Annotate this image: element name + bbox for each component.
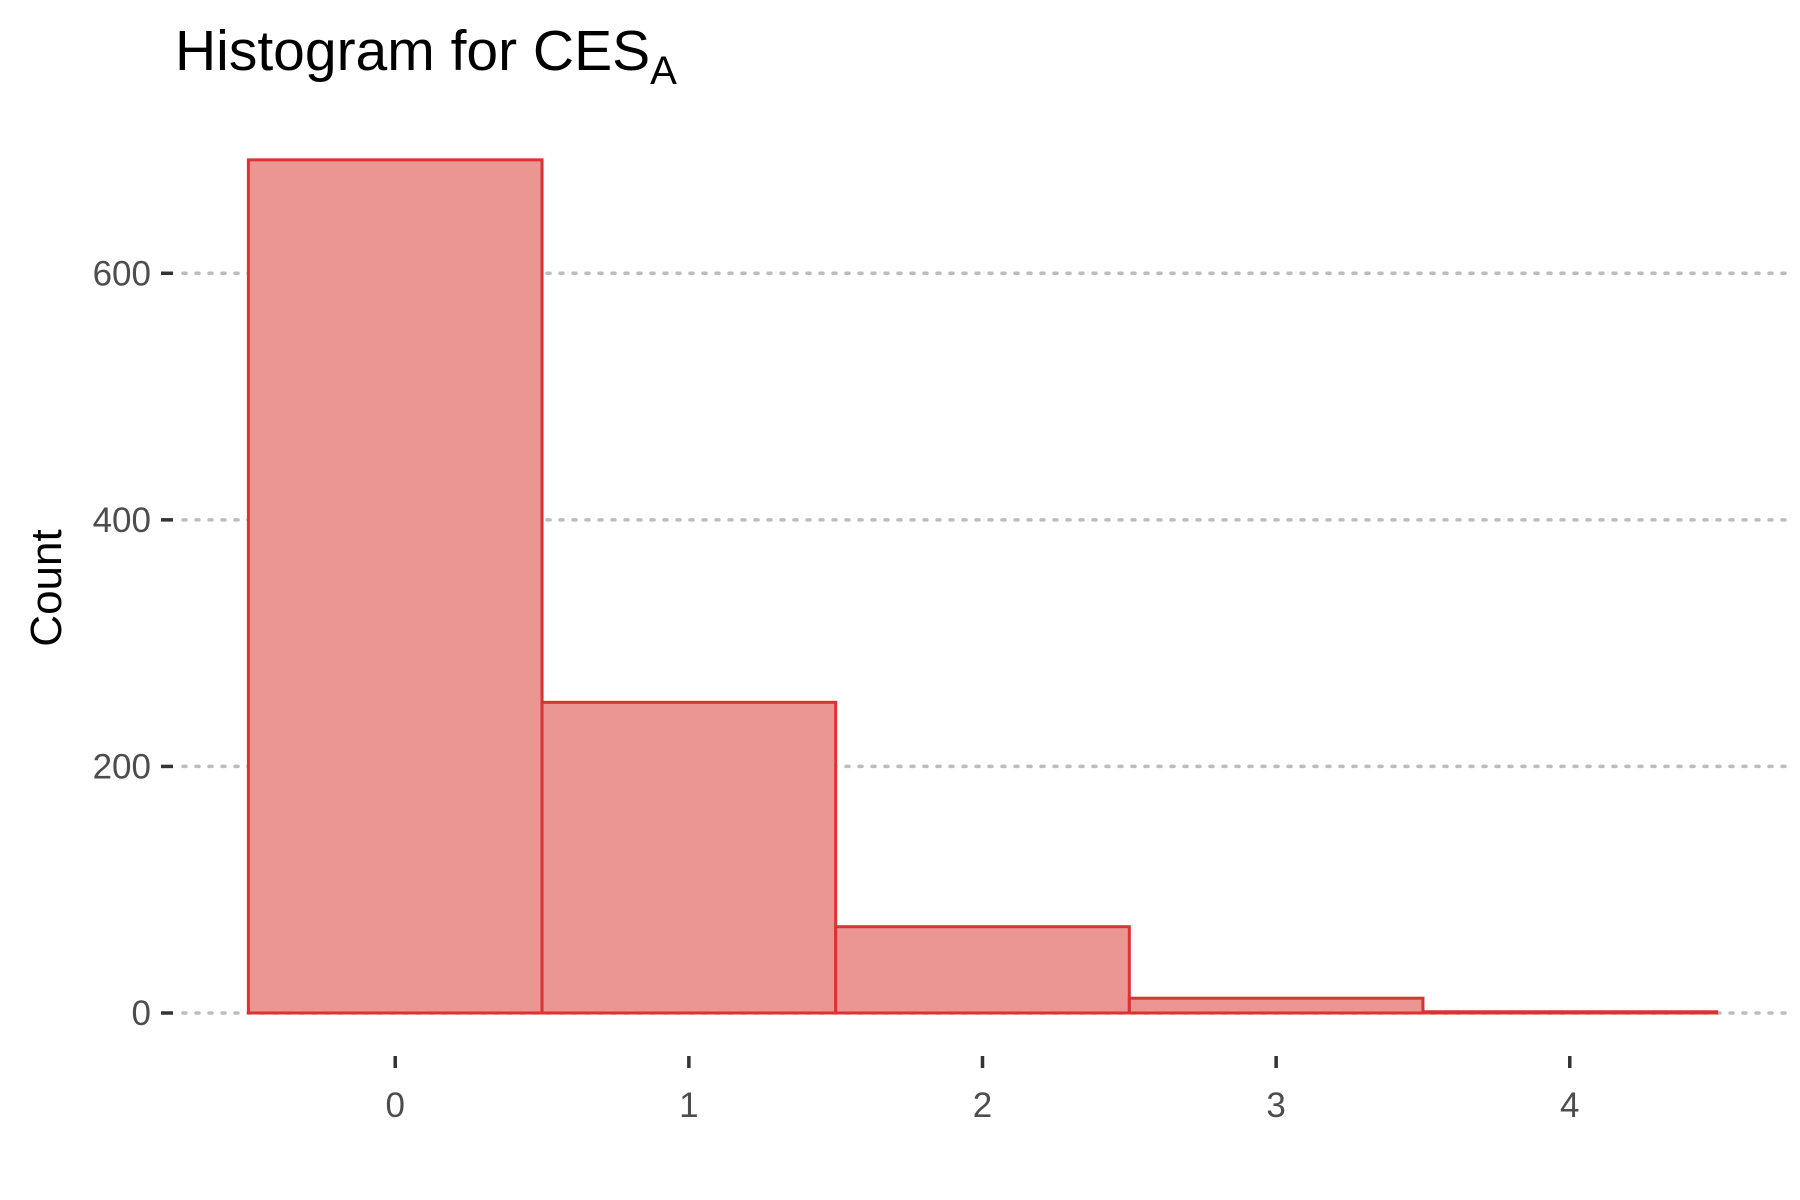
- bar-4: [1421, 1010, 1719, 1015]
- bar-1: [540, 700, 838, 1015]
- y-tick-label-400: 400: [93, 501, 151, 540]
- y-tick-label-0: 0: [132, 994, 151, 1033]
- chart-title-subscript: A: [650, 49, 677, 93]
- y-axis-label: Count: [22, 529, 71, 646]
- y-axis: 0 200 400 600: [93, 254, 173, 1033]
- x-tick-label-1: 1: [679, 1086, 698, 1125]
- x-tick-label-0: 0: [385, 1086, 404, 1125]
- x-tick-label-3: 3: [1266, 1086, 1285, 1125]
- chart-title-main: Histogram for CES: [175, 19, 650, 83]
- y-tick-label-200: 200: [93, 747, 151, 786]
- x-tick-label-2: 2: [973, 1086, 992, 1125]
- y-tick-label-600: 600: [93, 254, 151, 293]
- x-tick-label-4: 4: [1560, 1086, 1579, 1125]
- chart-title: Histogram for CESA: [175, 19, 677, 93]
- bar-2: [834, 925, 1131, 1015]
- x-axis: 0 1 2 3 4: [385, 1056, 1580, 1125]
- bar-0: [246, 158, 544, 1015]
- bar-3: [1127, 996, 1425, 1015]
- histogram-bars: [246, 158, 1719, 1015]
